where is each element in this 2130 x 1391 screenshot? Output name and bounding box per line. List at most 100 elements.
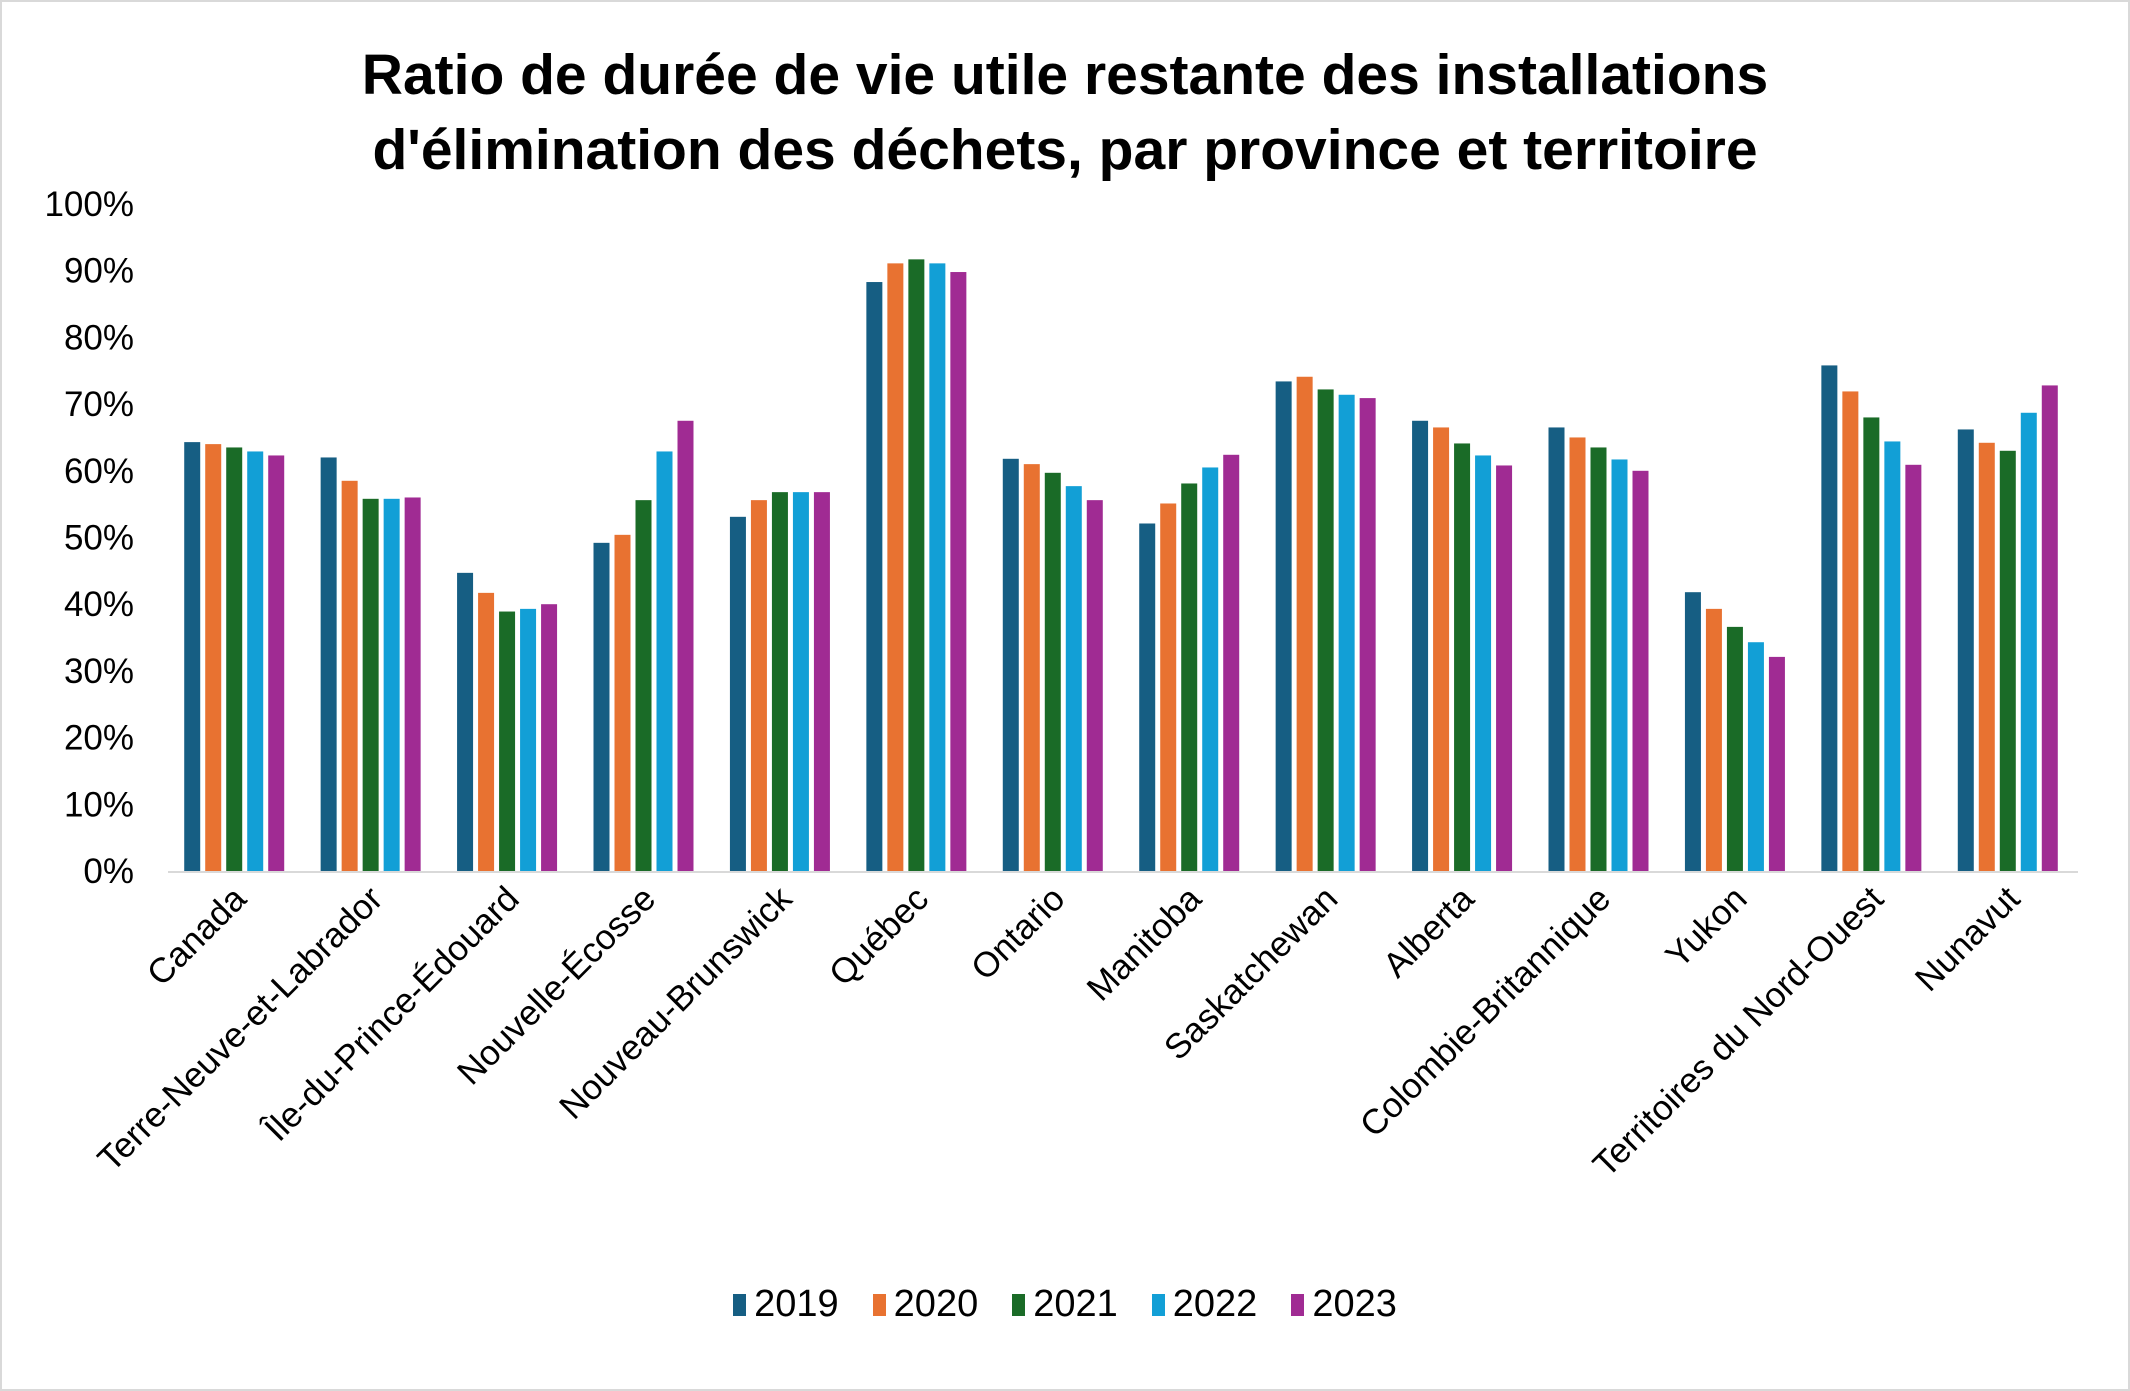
bar-2021 <box>1044 472 1061 871</box>
bar-2021 <box>1454 443 1471 871</box>
bar-2020 <box>1023 464 1040 871</box>
bar-2023 <box>1359 398 1376 871</box>
bar-2023 <box>1086 500 1103 871</box>
y-tick-label: 90% <box>64 252 134 291</box>
chart-title-line-2: d'élimination des déchets, par province … <box>372 118 1758 182</box>
bar-2020 <box>1842 391 1859 871</box>
bar-2023 <box>541 604 558 871</box>
chart-title-line-1: Ratio de durée de vie utile restante des… <box>361 43 1769 107</box>
bar-2023 <box>268 455 285 871</box>
bar-2023 <box>1632 470 1649 871</box>
legend-swatch <box>1151 1293 1165 1316</box>
chart-title: Ratio de durée de vie utile restante des… <box>0 38 2130 188</box>
bar-2019 <box>1275 381 1292 871</box>
legend-label: 2019 <box>754 1283 839 1325</box>
x-axis-labels: CanadaTerre-Neuve-et-LabradorÎle-du-Prin… <box>90 879 2027 1185</box>
legend-item-2023: 2023 <box>1291 1283 1397 1326</box>
x-tick-label: Nouveau-Brunswick <box>552 879 800 1127</box>
legend-item-2021: 2021 <box>1012 1283 1118 1326</box>
bar-2019 <box>866 282 883 871</box>
y-tick-label: 20% <box>64 719 134 758</box>
legend-swatch <box>733 1293 747 1316</box>
bar-2023 <box>813 492 830 871</box>
bar-2023 <box>950 272 967 871</box>
bar-2020 <box>1705 608 1722 871</box>
bar-2019 <box>1139 523 1156 871</box>
legend-item-2020: 2020 <box>872 1283 978 1326</box>
y-tick-label: 100% <box>44 185 134 224</box>
y-tick-label: 0% <box>83 852 134 891</box>
bar-2022 <box>1884 441 1901 871</box>
bar-2022 <box>383 498 400 871</box>
y-tick-label: 80% <box>64 318 134 357</box>
bar-2021 <box>1726 626 1743 871</box>
x-tick-label: Québec <box>822 879 936 993</box>
bar-2019 <box>457 572 474 871</box>
y-tick-label: 10% <box>64 785 134 824</box>
bar-2019 <box>1821 365 1838 871</box>
bar-2019 <box>593 542 610 871</box>
x-tick-label: Colombie-Britannique <box>1353 879 1619 1145</box>
bar-2021 <box>1317 389 1334 871</box>
bar-2020 <box>1569 437 1586 871</box>
y-tick-label: 30% <box>64 652 134 691</box>
bar-2019 <box>1548 427 1565 871</box>
legend: 2019 2020 2021 2022 2023 <box>0 1283 2130 1326</box>
y-tick-label: 50% <box>64 519 134 558</box>
bar-2023 <box>1496 465 1513 871</box>
bar-2020 <box>1433 427 1450 871</box>
bar-2022 <box>1202 467 1219 871</box>
bar-2020 <box>1978 442 1995 871</box>
x-tick-label: Manitoba <box>1079 879 1209 1009</box>
bar-2022 <box>247 451 264 871</box>
bar-2021 <box>1181 483 1198 871</box>
x-tick-label: Canada <box>140 879 255 994</box>
y-tick-label: 60% <box>64 452 134 491</box>
bar-2019 <box>1684 592 1701 871</box>
bar-2021 <box>908 259 925 872</box>
bar-2022 <box>792 492 809 871</box>
bar-2021 <box>1863 417 1880 871</box>
x-tick-label: Territoires du Nord-Ouest <box>1586 879 1892 1185</box>
legend-label: 2021 <box>1033 1283 1118 1325</box>
y-tick-label: 40% <box>64 585 134 624</box>
x-tick-label: Yukon <box>1658 879 1754 975</box>
bar-2021 <box>1999 450 2016 871</box>
bar-2022 <box>656 451 673 871</box>
legend-swatch <box>872 1293 886 1316</box>
bar-2019 <box>184 442 201 871</box>
bar-2020 <box>614 534 631 871</box>
bar-2019 <box>1002 458 1019 871</box>
y-tick-label: 70% <box>64 385 134 424</box>
legend-label: 2023 <box>1312 1283 1397 1325</box>
bar-2019 <box>1957 429 1974 871</box>
x-tick-label: Île-du-Prince-Édouard <box>256 879 526 1149</box>
bar-2020 <box>1160 503 1177 871</box>
bar-2022 <box>1065 486 1082 871</box>
bar-2022 <box>1747 642 1764 871</box>
bar-2023 <box>1768 656 1785 871</box>
bar-2020 <box>205 444 222 871</box>
bar-2023 <box>677 420 694 871</box>
legend-item-2022: 2022 <box>1151 1283 1258 1326</box>
y-axis: 0% 10% 20% 30% 40% 50% 60% 70% 80% 90% 100% <box>44 185 134 891</box>
bar-2023 <box>404 497 421 871</box>
bar-2022 <box>1338 394 1355 871</box>
bar-2022 <box>1611 459 1628 871</box>
bar-2022 <box>929 263 946 871</box>
legend-swatch <box>1012 1293 1026 1316</box>
bar-2019 <box>729 516 746 871</box>
bar-2023 <box>1223 454 1240 871</box>
x-tick-label: Terre-Neuve-et-Labrador <box>90 879 390 1179</box>
bar-2020 <box>1296 376 1313 871</box>
legend-swatch <box>1291 1293 1305 1316</box>
bar-2023 <box>2041 385 2058 871</box>
bar-2021 <box>1590 447 1607 871</box>
x-tick-label: Nunavut <box>1908 879 2028 999</box>
bar-2021 <box>771 492 788 871</box>
x-tick-label: Ontario <box>964 879 1073 988</box>
bar-2019 <box>320 457 337 871</box>
legend-label: 2022 <box>1172 1283 1258 1325</box>
bar-2022 <box>520 608 537 871</box>
